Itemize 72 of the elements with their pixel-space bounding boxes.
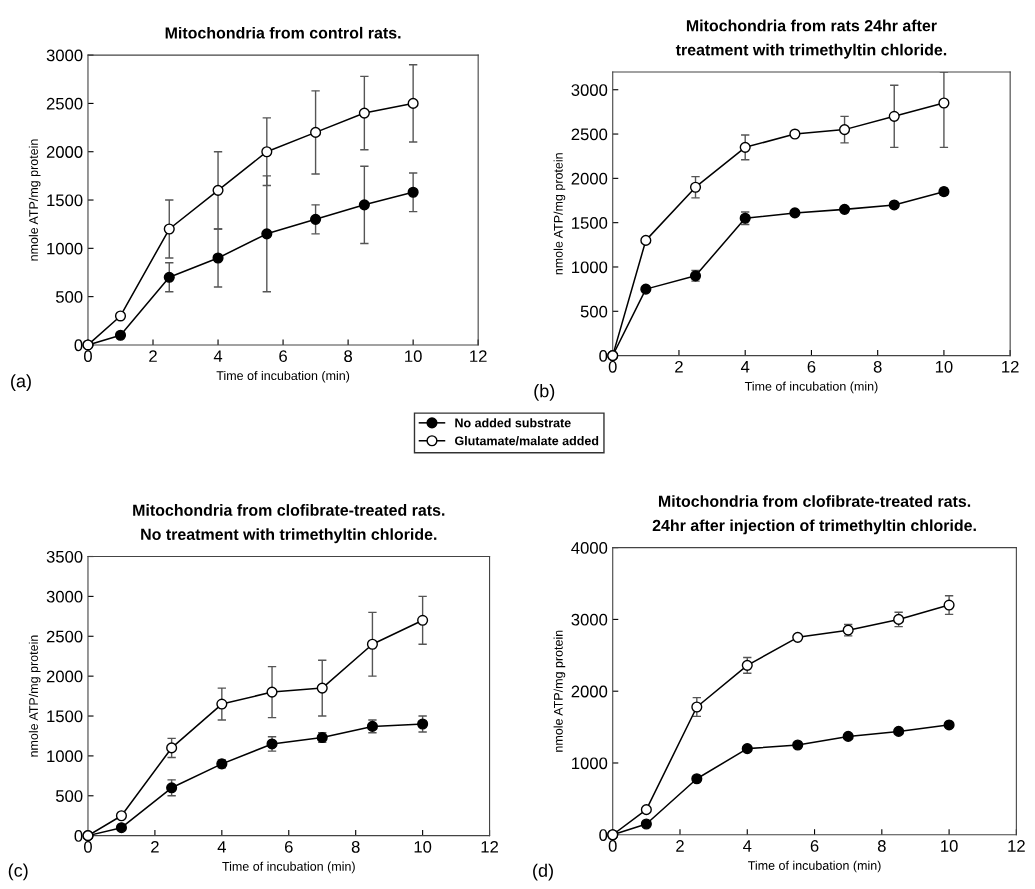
text: (a) [11,374,31,392]
x-tick-label: 6 [810,840,819,852]
x-tick-label: 12 [470,350,487,362]
x-tick-label: 0 [608,840,617,852]
text: (d) [533,863,553,881]
x-tick-label: 12 [481,840,498,853]
y-axis-title: nmole ATP/mg protein [553,153,566,275]
text: (b) [534,384,555,401]
y-tick-label: 0 [599,829,608,841]
x-tick-label: 8 [351,840,360,853]
y-tick-label: 2000 [571,172,608,185]
y-tick-label: 1500 [47,710,83,723]
x-tick-label: 4 [213,350,223,362]
chart-title: Mitochondria from rats 24hr after treatment with trimethyltin chloride. [675,19,947,59]
y-tick-label: 2000 [46,670,83,683]
y-tick-label: 1000 [47,750,83,763]
x-tick-label: 2 [149,350,157,362]
y-tick-label: 1000 [572,261,608,274]
y-axis-title: nmole ATP/mg protein [28,635,41,757]
x-tick-label: 12 [1008,840,1025,852]
x-tick-label: 10 [414,840,432,853]
x-tick-label: 8 [877,840,886,852]
x-axis-title: Time of incubation (min) [216,370,350,383]
y-tick-label: 4000 [571,542,608,554]
x-tick-label: 10 [405,350,422,363]
x-tick-label: 10 [935,360,953,373]
y-tick-label: 1000 [572,757,608,770]
x-tick-label: 6 [284,840,293,853]
text: (c) [8,863,28,881]
y-tick-label: 2000 [571,685,608,698]
y-axis-title: nmole ATP/mg protein [553,630,566,752]
x-tick-label: 0 [83,840,92,853]
x-tick-label: 2 [151,840,159,853]
y-tick-label: 2500 [571,128,608,141]
y-tick-label: 0 [74,339,83,352]
x-tick-label: 0 [608,360,617,373]
y-tick-label: 500 [55,790,83,802]
y-tick-label: 500 [580,305,608,318]
x-tick-label: 8 [344,350,353,363]
x-tick-label: 12 [1002,360,1019,373]
legend-label: Glutamate/malate added [454,436,599,446]
y-tick-label: 2000 [46,146,83,158]
y-tick-label: 3000 [46,49,83,62]
x-tick-label: 2 [675,360,683,373]
x-tick-label: 4 [743,840,752,852]
y-tick-label: 2500 [46,97,83,110]
y-tick-label: 1000 [47,242,83,255]
y-tick-label: 0 [74,830,83,842]
y-tick-label: 3000 [571,613,608,626]
chart-title: Mitochondria from clofibrate-treated rats. No treatment with trimethyltin chloride. [133,504,445,544]
x-tick-label: 6 [279,350,287,363]
y-tick-label: 2500 [46,630,83,643]
y-tick-label: 3500 [46,550,83,563]
x-tick-label: 4 [217,841,226,853]
y-axis-title: nmole ATP/mg protein [28,139,41,261]
y-tick-label: 3000 [46,590,83,603]
chart-title: Mitochondria from control rats. [165,26,401,39]
y-tick-label: 1500 [47,194,83,207]
legend-label: No added substrate [455,418,571,428]
x-tick-label: 4 [740,361,750,373]
x-axis-title: Time of incubation (min) [222,861,355,874]
y-tick-label: 1500 [572,217,608,229]
x-axis-title: Time of incubation (min) [744,381,878,394]
x-tick-label: 10 [941,840,958,852]
x-axis-title: Time of incubation (min) [748,860,881,873]
x-tick-label: 2 [676,840,684,852]
y-tick-label: 500 [55,291,83,303]
x-tick-label: 0 [83,350,92,363]
x-tick-label: 8 [873,360,882,373]
y-tick-label: 3000 [571,84,608,96]
x-tick-label: 6 [807,360,816,373]
chart-title: Mitochondria from clofibrate-treated rats. 24hr after injection of trimethyltin chloride. [652,495,976,535]
